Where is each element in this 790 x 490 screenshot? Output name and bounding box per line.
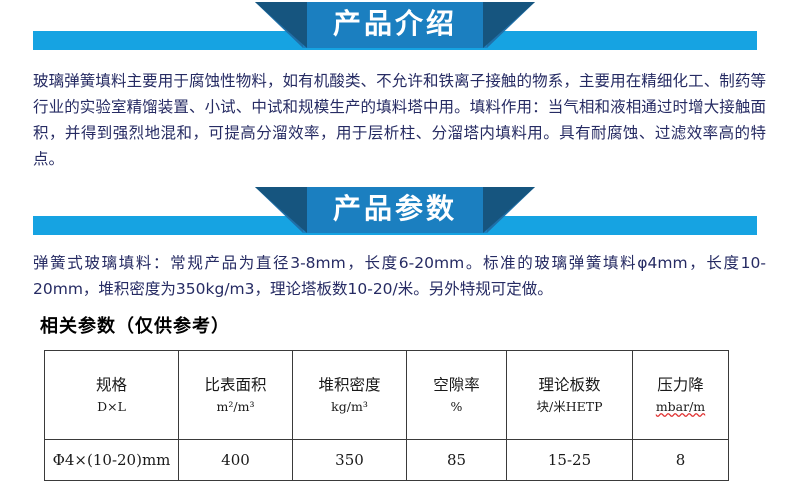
paragraph-product-parameters: 弹簧式玻璃填料：常规产品为直径3-8mm，长度6-20mm。标准的玻璃弹簧填料φ… — [33, 254, 766, 298]
table-header-cell-pressure-drop: 压力降 mbar/m — [632, 350, 729, 440]
ribbon-mid-shape — [303, 2, 487, 48]
cell-specific-surface-area: 400 — [178, 439, 293, 481]
cell-pressure-drop: 8 — [632, 439, 729, 481]
table-header-cell-void-fraction: 空隙率 % — [406, 350, 507, 440]
table-header-cell-spec: 规格 D×L — [44, 350, 179, 440]
cell-void-fraction: 85 — [406, 439, 507, 481]
header-name: 理论板数 — [538, 376, 601, 394]
table-header-cell-specific-surface-area: 比表面积 m²/m³ — [178, 350, 293, 440]
header-name: 堆积密度 — [318, 376, 381, 394]
banner-ribbon: 产品参数 — [255, 187, 535, 233]
header-name: 规格 — [95, 376, 127, 394]
banner-product-intro: 产品介绍 — [0, 0, 790, 58]
cell-spec: Φ4×(10-20)mm — [44, 439, 179, 481]
cell-bulk-density: 350 — [292, 439, 407, 481]
table-header-cell-bulk-density: 堆积密度 kg/m³ — [292, 350, 407, 440]
banner-title-product-parameters: 产品参数 — [332, 192, 457, 225]
table-row: Φ4×(10-20)mm 400 350 85 15-25 8 — [44, 439, 729, 481]
header-name: 比表面积 — [204, 376, 267, 394]
ribbon-mid-shape — [303, 187, 487, 233]
cell-theoretical-plates: 15-25 — [506, 439, 633, 481]
banner-ribbon: 产品介绍 — [255, 2, 535, 48]
parameters-table: 规格 D×L 比表面积 m²/m³ 堆积密度 kg/m³ 空隙率 % 理论板数 … — [44, 350, 729, 481]
table-heading: 相关参数（仅供参考） — [40, 316, 230, 337]
table-header-row: 规格 D×L 比表面积 m²/m³ 堆积密度 kg/m³ 空隙率 % 理论板数 … — [44, 350, 729, 440]
header-unit: % — [450, 399, 463, 414]
header-name: 压力降 — [657, 376, 704, 394]
banner-product-parameters: 产品参数 — [0, 185, 790, 243]
header-name: 空隙率 — [433, 376, 480, 394]
header-unit: mbar/m — [655, 399, 706, 414]
header-unit: D×L — [97, 399, 126, 414]
banner-title-product-intro: 产品介绍 — [332, 7, 457, 40]
header-unit: 块/米HETP — [536, 399, 603, 414]
table-header-cell-theoretical-plates: 理论板数 块/米HETP — [506, 350, 633, 440]
paragraph-product-intro: 玻璃弹簧填料主要用于腐蚀性物料，如有机酸类、不允许和铁离子接触的物系，主要用在精… — [33, 72, 766, 168]
header-unit: kg/m³ — [331, 399, 368, 414]
header-unit: m²/m³ — [216, 399, 255, 414]
